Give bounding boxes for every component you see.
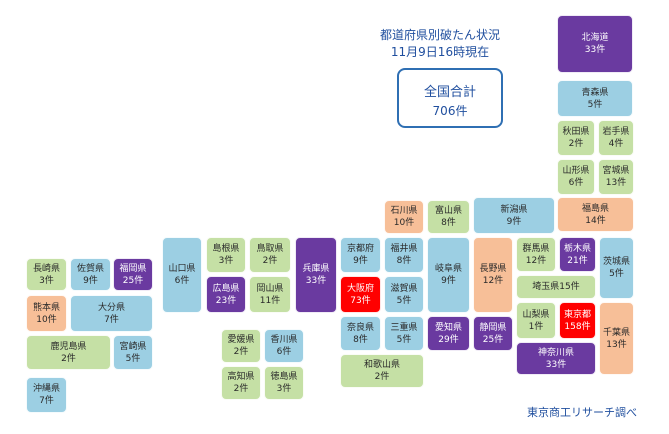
pref-tottori: 鳥取県 2件: [249, 237, 291, 273]
pref-oita: 大分県 7件: [70, 295, 153, 332]
pref-gunma: 群馬県 12件: [516, 237, 556, 272]
pref-yamaguchi: 山口県 6件: [162, 237, 202, 313]
pref-niigata: 新潟県 9件: [473, 197, 555, 234]
pref-saitama: 埼玉県 15件: [516, 275, 596, 299]
pref-osaka: 大阪府 73件: [340, 276, 381, 313]
map-date: 11月9日16時現在: [390, 45, 490, 59]
pref-okinawa: 沖縄県 7件: [26, 377, 67, 413]
pref-fukui: 福井県 8件: [384, 237, 424, 273]
national-total-box: 全国合計 706件: [397, 68, 503, 128]
pref-kumamoto: 熊本県 10件: [26, 295, 67, 332]
pref-tokyo: 東京都 158件: [559, 302, 596, 339]
pref-nara: 奈良県 8件: [340, 316, 381, 351]
national-total-value: 706件: [432, 104, 468, 118]
pref-tochigi: 栃木県 21件: [559, 237, 596, 272]
pref-yamagata: 山形県 6件: [557, 159, 595, 195]
pref-hokkaido: 北海道 33件: [557, 15, 633, 73]
pref-miyagi: 宮城県 13件: [598, 159, 634, 195]
pref-gifu: 岐阜県 9件: [427, 237, 470, 313]
pref-fukushima: 福島県 14件: [557, 197, 634, 232]
pref-saga: 佐賀県 9件: [70, 258, 111, 291]
pref-ehime: 愛媛県 2件: [221, 329, 261, 363]
pref-kyoto: 京都府 9件: [340, 237, 381, 273]
pref-kochi: 高知県 2件: [221, 366, 261, 400]
pref-miyazaki: 宮崎県 5件: [113, 335, 153, 370]
pref-ishikawa: 石川県 10件: [384, 200, 424, 234]
pref-fukuoka: 福岡県 25件: [113, 258, 153, 291]
pref-kagoshima: 鹿児島県 2件: [26, 335, 111, 370]
pref-nagano: 長野県 12件: [473, 237, 513, 313]
pref-ibaraki: 茨城県 5件: [599, 237, 634, 299]
pref-aomori: 青森県 5件: [557, 80, 633, 117]
pref-nagasaki: 長崎県 3件: [26, 258, 67, 291]
pref-mie: 三重県 5件: [384, 316, 424, 351]
source-credit: 東京商工リサーチ調べ: [527, 406, 637, 419]
pref-chiba: 千葉県 13件: [599, 302, 634, 375]
pref-toyama: 富山県 8件: [427, 200, 470, 234]
pref-yamanashi: 山梨県 1件: [516, 302, 556, 339]
pref-aichi: 愛知県 29件: [427, 316, 470, 351]
pref-hiroshima: 広島県 23件: [206, 276, 246, 313]
pref-shizuoka: 静岡県 25件: [473, 316, 513, 351]
pref-hyogo: 兵庫県 33件: [295, 237, 337, 313]
national-total-label: 全国合計: [423, 85, 476, 100]
pref-wakayama: 和歌山県 2件: [340, 354, 424, 388]
pref-kanagawa: 神奈川県 33件: [516, 342, 596, 375]
map-title: 都道府県別破たん状況: [379, 28, 500, 42]
pref-kagawa: 香川県 6件: [264, 329, 304, 363]
pref-iwate: 岩手県 4件: [598, 120, 634, 156]
pref-okayama: 岡山県 11件: [249, 276, 291, 313]
pref-tokushima: 徳島県 3件: [264, 366, 304, 400]
pref-akita: 秋田県 2件: [557, 120, 595, 156]
pref-shiga: 滋賀県 5件: [384, 276, 424, 313]
pref-shimane: 島根県 3件: [206, 237, 246, 273]
